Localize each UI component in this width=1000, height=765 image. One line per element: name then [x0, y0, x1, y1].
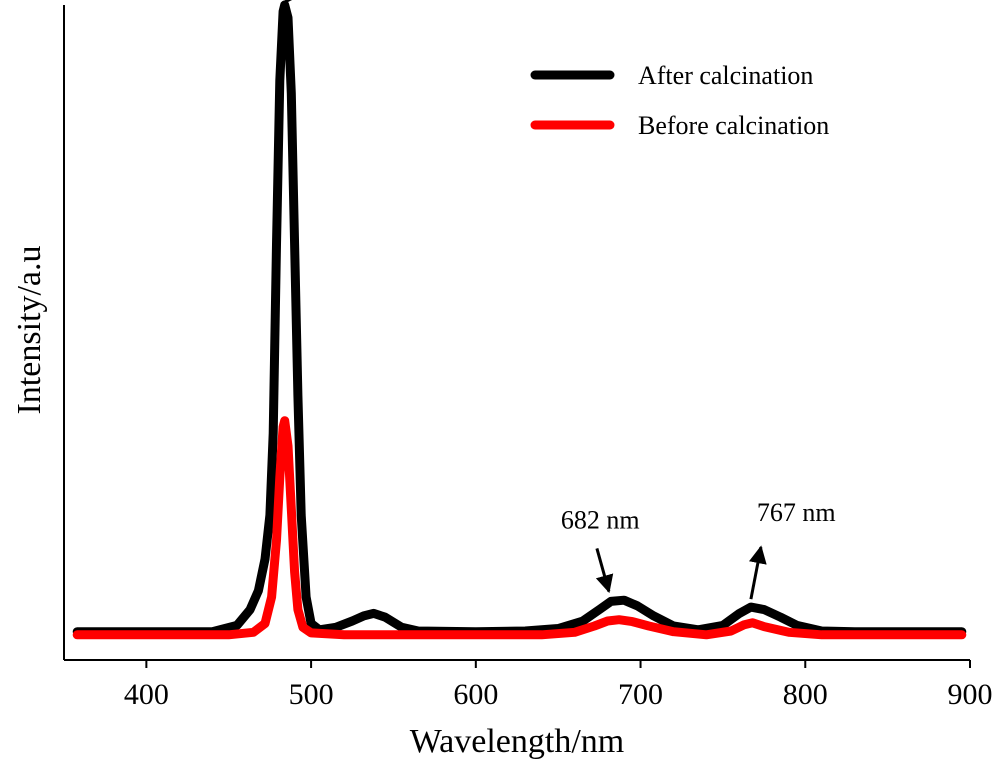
x-tick-label: 900: [948, 678, 993, 711]
x-tick-label: 800: [783, 678, 828, 711]
y-axis-title: Intensity/a.u: [11, 245, 48, 414]
series-line-before-calcination: [72, 416, 967, 640]
annotation-arrow: [749, 545, 767, 600]
x-tick-label: 400: [124, 678, 169, 711]
x-tick-label: 600: [453, 678, 498, 711]
legend-label: After calcination: [638, 61, 813, 90]
x-ticks: 400 500 600 700 800 900: [124, 660, 993, 711]
annotation-label: 682 nm: [561, 505, 640, 534]
annotation-label: 767 nm: [757, 498, 836, 527]
legend: After calcination Before calcination: [530, 61, 829, 140]
series-line-after-calcination: [72, 0, 967, 637]
annotation-arrow: [284, 0, 293, 4]
x-tick-label: 700: [618, 678, 663, 711]
x-tick-label: 500: [289, 678, 334, 711]
axes: [63, 5, 970, 661]
x-axis-title: Wavelength/nm: [410, 723, 624, 760]
series-lines: [72, 0, 967, 640]
legend-label: Before calcination: [638, 111, 829, 140]
annotation-arrow: [595, 548, 614, 594]
